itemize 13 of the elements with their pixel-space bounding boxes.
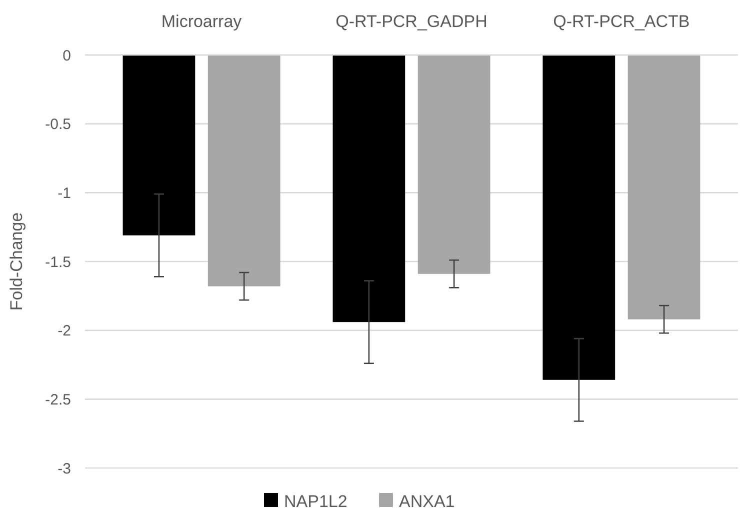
x-tick-label: Q-RT-PCR_ACTB xyxy=(553,12,690,31)
y-tick-label: -3 xyxy=(58,460,71,478)
y-tick-label: -1 xyxy=(58,184,71,202)
x-tick-label: Microarray xyxy=(161,12,242,31)
y-tick-label: -2 xyxy=(58,322,71,340)
x-tick-label: Q-RT-PCR_GADPH xyxy=(336,12,488,31)
y-tick-label: -0.5 xyxy=(45,116,71,134)
y-tick-label: 0 xyxy=(62,47,71,64)
y-axis-title: Fold-Change xyxy=(7,212,26,311)
y-tick-label: -1.5 xyxy=(45,254,71,271)
legend-label: NAP1L2 xyxy=(284,492,348,511)
y-tick-label: -2.5 xyxy=(45,391,71,408)
legend-label: ANXA1 xyxy=(399,492,455,511)
